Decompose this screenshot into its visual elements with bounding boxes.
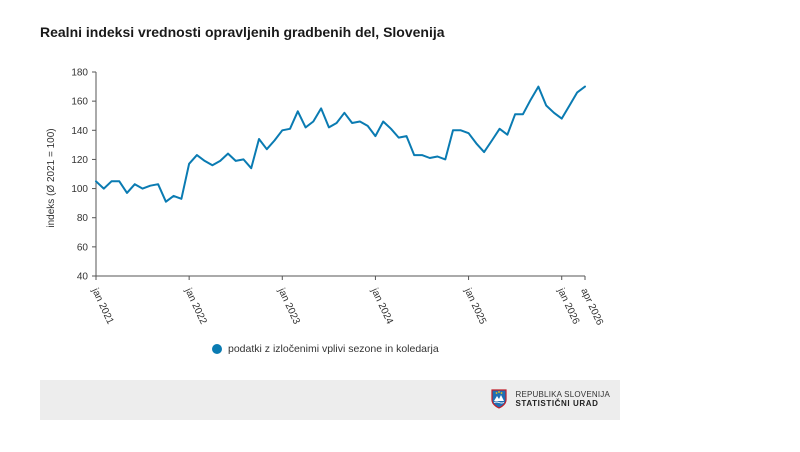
data-point[interactable] bbox=[272, 137, 278, 143]
y-tick-label: 80 bbox=[77, 213, 89, 224]
data-point[interactable] bbox=[163, 199, 169, 205]
data-point[interactable] bbox=[504, 132, 510, 138]
org-name-line1: REPUBLIKA SLOVENIJA bbox=[515, 390, 610, 399]
series-line bbox=[95, 85, 586, 203]
y-axis-label: indeks (Ø 2021 = 100) bbox=[46, 128, 57, 227]
data-point[interactable] bbox=[124, 190, 130, 196]
chart-title: Realni indeksi vrednosti opravljenih gra… bbox=[40, 24, 445, 40]
data-point[interactable] bbox=[217, 158, 223, 164]
data-point[interactable] bbox=[372, 133, 378, 139]
data-point[interactable] bbox=[186, 161, 192, 167]
y-tick-label: 160 bbox=[71, 97, 88, 108]
coat-of-arms-icon bbox=[491, 389, 508, 409]
x-axis: jan 2021 jan 2022 jan 2023 jan 2024 jan 2025… bbox=[89, 275, 605, 328]
data-point[interactable] bbox=[334, 120, 340, 126]
data-point[interactable] bbox=[411, 152, 417, 158]
data-point[interactable] bbox=[551, 110, 557, 116]
data-point[interactable] bbox=[435, 154, 441, 160]
y-tick-label: 100 bbox=[71, 184, 88, 195]
data-point[interactable] bbox=[116, 178, 122, 184]
data-point[interactable] bbox=[450, 127, 456, 133]
data-point[interactable] bbox=[419, 152, 425, 158]
y-axis: 40 60 80 100 120 140 160 180 bbox=[71, 68, 97, 283]
data-point[interactable] bbox=[357, 119, 363, 125]
data-point[interactable] bbox=[473, 140, 479, 146]
data-point[interactable] bbox=[574, 89, 580, 95]
data-point[interactable] bbox=[396, 135, 402, 141]
data-point[interactable] bbox=[209, 162, 215, 168]
data-point[interactable] bbox=[497, 126, 503, 132]
x-tick-label: jan 2021 bbox=[89, 286, 116, 327]
sursi-logo[interactable]: REPUBLIKA SLOVENIJA STATISTIČNI URAD bbox=[491, 389, 610, 409]
x-tick-label: jan 2026 bbox=[555, 286, 582, 327]
y-tick-label: 140 bbox=[71, 126, 88, 137]
series-layer bbox=[93, 84, 588, 205]
data-point[interactable] bbox=[310, 119, 316, 125]
data-point[interactable] bbox=[233, 158, 239, 164]
data-point[interactable] bbox=[582, 84, 588, 90]
data-point[interactable] bbox=[403, 133, 409, 139]
data-point[interactable] bbox=[481, 149, 487, 155]
data-point[interactable] bbox=[512, 111, 518, 117]
org-name-line2: STATISTIČNI URAD bbox=[515, 399, 599, 408]
legend: podatki z izločenimi vplivi sezone in ko… bbox=[212, 343, 439, 355]
data-point[interactable] bbox=[194, 152, 200, 158]
data-point[interactable] bbox=[365, 123, 371, 129]
data-point[interactable] bbox=[256, 136, 262, 142]
x-tick-label: jan 2022 bbox=[182, 286, 209, 327]
data-point[interactable] bbox=[147, 183, 153, 189]
data-point[interactable] bbox=[566, 103, 572, 109]
data-point[interactable] bbox=[442, 156, 448, 162]
data-point[interactable] bbox=[326, 124, 332, 130]
footer-bar: REPUBLIKA SLOVENIJA STATISTIČNI URAD bbox=[40, 380, 620, 420]
data-point[interactable] bbox=[520, 111, 526, 117]
data-point[interactable] bbox=[225, 151, 231, 157]
x-tick-label: jan 2025 bbox=[461, 286, 488, 327]
data-point[interactable] bbox=[489, 137, 495, 143]
legend-label: podatki z izločenimi vplivi sezone in ko… bbox=[228, 343, 439, 355]
data-point[interactable] bbox=[380, 119, 386, 125]
data-point[interactable] bbox=[349, 120, 355, 126]
data-point[interactable] bbox=[240, 156, 246, 162]
x-tick-label: jan 2023 bbox=[275, 286, 302, 327]
x-tick-label: jan 2024 bbox=[368, 286, 395, 327]
data-point[interactable] bbox=[295, 108, 301, 114]
data-point[interactable] bbox=[287, 126, 293, 132]
data-point[interactable] bbox=[528, 97, 534, 103]
data-point[interactable] bbox=[543, 103, 549, 109]
y-tick-label: 40 bbox=[77, 272, 89, 283]
data-point[interactable] bbox=[171, 193, 177, 199]
data-point[interactable] bbox=[101, 186, 107, 192]
data-point[interactable] bbox=[341, 110, 347, 116]
data-point[interactable] bbox=[559, 116, 565, 122]
data-point[interactable] bbox=[466, 130, 472, 136]
y-tick-label: 60 bbox=[77, 242, 89, 253]
data-point[interactable] bbox=[458, 127, 464, 133]
data-point[interactable] bbox=[155, 181, 161, 187]
data-point[interactable] bbox=[388, 126, 394, 132]
data-point[interactable] bbox=[109, 178, 115, 184]
y-tick-label: 180 bbox=[71, 68, 88, 79]
data-point[interactable] bbox=[427, 155, 433, 161]
data-point[interactable] bbox=[535, 84, 541, 90]
data-point[interactable] bbox=[248, 165, 254, 171]
y-tick-label: 120 bbox=[71, 155, 88, 166]
x-tick-label: apr 2026 bbox=[578, 287, 605, 328]
data-point[interactable] bbox=[318, 105, 324, 111]
data-point[interactable] bbox=[202, 158, 208, 164]
data-point[interactable] bbox=[178, 196, 184, 202]
data-point[interactable] bbox=[264, 146, 270, 152]
data-point[interactable] bbox=[93, 178, 99, 184]
legend-marker bbox=[212, 344, 222, 354]
data-point[interactable] bbox=[132, 181, 138, 187]
data-point[interactable] bbox=[140, 186, 146, 192]
data-point[interactable] bbox=[303, 124, 309, 130]
data-point[interactable] bbox=[279, 127, 285, 133]
